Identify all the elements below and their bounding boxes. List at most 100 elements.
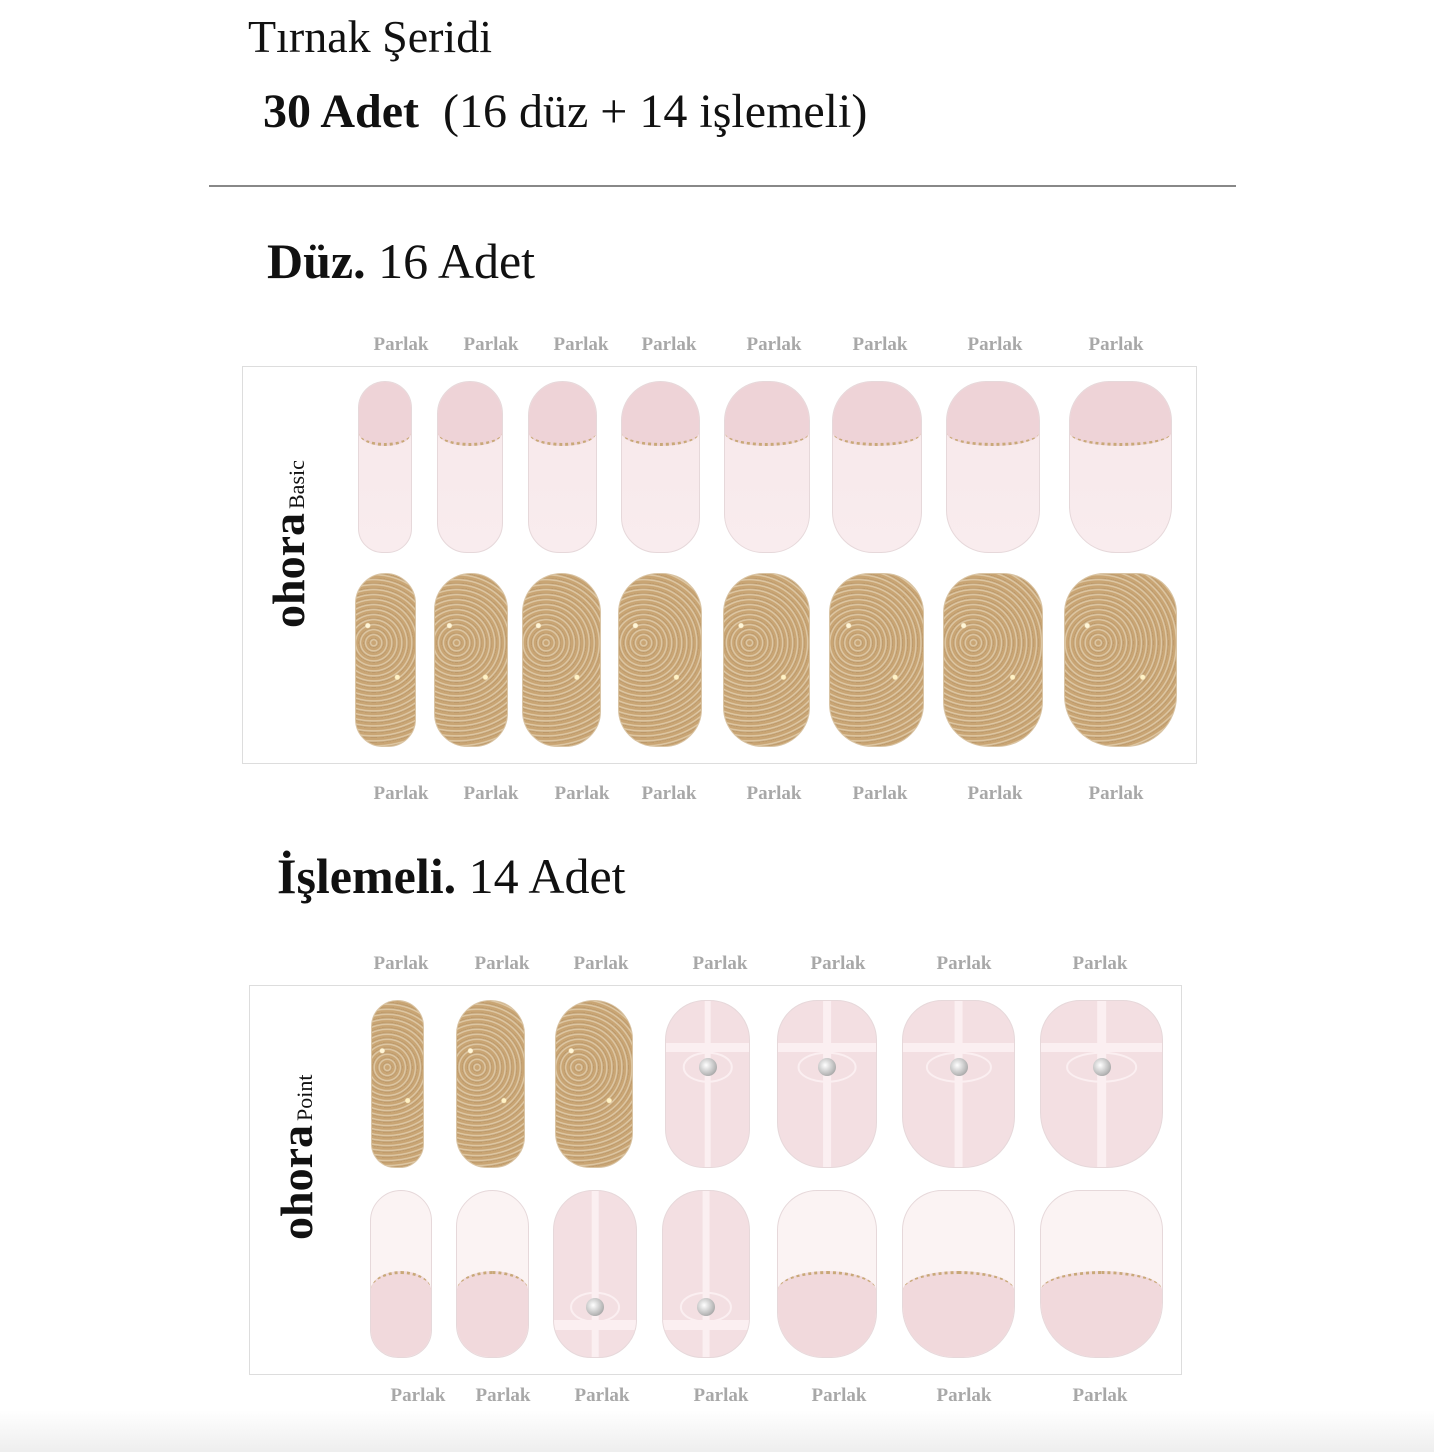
nail-glitter bbox=[355, 573, 416, 747]
finish-label: Parlak bbox=[373, 334, 429, 355]
ribbon-horizontal bbox=[663, 1320, 749, 1331]
nail-french-top bbox=[528, 381, 597, 553]
finish-label: Parlak bbox=[936, 1385, 992, 1406]
nail-gift-low bbox=[662, 1190, 750, 1358]
brand-line: Point bbox=[292, 1074, 317, 1121]
nail-tip bbox=[903, 1271, 1014, 1357]
nail-tip bbox=[438, 382, 502, 447]
divider bbox=[209, 185, 1236, 187]
rhinestone-icon bbox=[698, 1058, 717, 1077]
nail-gift bbox=[777, 1000, 877, 1168]
nail-tip bbox=[1070, 382, 1171, 447]
piece-count-detail: (16 düz + 14 işlemeli) bbox=[443, 85, 868, 138]
finish-label: Parlak bbox=[967, 783, 1023, 804]
nail-gift bbox=[902, 1000, 1015, 1168]
finish-label: Parlak bbox=[811, 1385, 867, 1406]
brand-name: ohora bbox=[263, 513, 314, 628]
finish-label: Parlak bbox=[574, 1385, 630, 1406]
nail-glitter bbox=[618, 573, 702, 747]
nail-french-bottom bbox=[777, 1190, 877, 1358]
finish-label: Parlak bbox=[936, 953, 992, 974]
finish-label: Parlak bbox=[573, 953, 629, 974]
nail-glitter bbox=[555, 1000, 633, 1168]
finish-label: Parlak bbox=[641, 783, 697, 804]
nail-french-top bbox=[832, 381, 922, 553]
nail-french-top bbox=[1069, 381, 1172, 553]
finish-label: Parlak bbox=[852, 334, 908, 355]
ribbon-vertical bbox=[704, 1001, 711, 1167]
nail-gift bbox=[1040, 1000, 1163, 1168]
nail-glitter bbox=[829, 573, 924, 747]
nail-french-top bbox=[358, 381, 412, 553]
ribbon-vertical bbox=[954, 1001, 963, 1167]
finish-label: Parlak bbox=[1088, 783, 1144, 804]
ribbon-vertical bbox=[702, 1191, 710, 1357]
finish-label: Parlak bbox=[1072, 1385, 1128, 1406]
nail-tip bbox=[725, 382, 809, 447]
plain-brand-logo: ohora Basic bbox=[262, 460, 315, 628]
finish-label: Parlak bbox=[373, 953, 429, 974]
nail-gift bbox=[665, 1000, 750, 1168]
finish-label: Parlak bbox=[390, 1385, 446, 1406]
ribbon-horizontal bbox=[1041, 1042, 1162, 1053]
rhinestone-icon bbox=[949, 1058, 968, 1077]
rhinestone-icon bbox=[1092, 1058, 1111, 1077]
bow-icon bbox=[570, 1291, 620, 1323]
nail-tip bbox=[622, 382, 699, 447]
finish-label: Parlak bbox=[641, 334, 697, 355]
nail-french-top bbox=[724, 381, 810, 553]
nail-glitter bbox=[943, 573, 1043, 747]
nail-glitter bbox=[723, 573, 810, 747]
ribbon-vertical bbox=[823, 1001, 831, 1167]
nail-tip bbox=[359, 382, 411, 447]
ribbon-horizontal bbox=[554, 1320, 636, 1331]
nail-glitter bbox=[434, 573, 508, 747]
bow-icon bbox=[797, 1052, 857, 1083]
bow-icon bbox=[679, 1291, 733, 1323]
finish-label: Parlak bbox=[693, 1385, 749, 1406]
nail-glitter bbox=[522, 573, 601, 747]
nail-french-bottom bbox=[370, 1190, 432, 1358]
rhinestone-icon bbox=[697, 1298, 715, 1317]
nail-french-bottom bbox=[902, 1190, 1015, 1358]
ribbon-horizontal bbox=[778, 1042, 876, 1053]
finish-label: Parlak bbox=[463, 334, 519, 355]
design-heading-bold: İşlemeli. bbox=[277, 848, 457, 904]
finish-label: Parlak bbox=[553, 334, 609, 355]
finish-label: Parlak bbox=[1072, 953, 1128, 974]
finish-label: Parlak bbox=[746, 334, 802, 355]
nail-french-top bbox=[437, 381, 503, 553]
finish-label: Parlak bbox=[852, 783, 908, 804]
design-heading-count: 14 Adet bbox=[468, 848, 626, 904]
finish-label: Parlak bbox=[692, 953, 748, 974]
nail-tip bbox=[833, 382, 921, 447]
plain-heading-bold: Düz. bbox=[267, 233, 366, 289]
ribbon-vertical bbox=[591, 1191, 599, 1357]
nail-tip bbox=[947, 382, 1039, 447]
finish-label: Parlak bbox=[474, 953, 530, 974]
finish-label: Parlak bbox=[554, 783, 610, 804]
bow-icon bbox=[682, 1052, 733, 1083]
design-brand-logo: ohora Point bbox=[270, 1075, 323, 1240]
finish-label: Parlak bbox=[967, 334, 1023, 355]
bottom-fade bbox=[0, 1410, 1434, 1452]
page-title: Tırnak Şeridi bbox=[248, 11, 492, 62]
bow-icon bbox=[925, 1052, 992, 1083]
finish-label: Parlak bbox=[746, 783, 802, 804]
nail-tip bbox=[778, 1271, 876, 1357]
nail-tip bbox=[1041, 1271, 1162, 1357]
nail-tip bbox=[529, 382, 596, 447]
nail-french-bottom bbox=[456, 1190, 529, 1358]
design-section-heading: İşlemeli. 14 Adet bbox=[277, 847, 626, 905]
finish-label: Parlak bbox=[463, 783, 519, 804]
ribbon-vertical bbox=[1096, 1001, 1107, 1167]
finish-label: Parlak bbox=[1088, 334, 1144, 355]
nail-glitter bbox=[371, 1000, 424, 1168]
nail-french-bottom bbox=[1040, 1190, 1163, 1358]
nail-glitter bbox=[456, 1000, 525, 1168]
piece-count: 30 Adet (16 düz + 14 işlemeli) bbox=[263, 84, 867, 139]
nail-tip bbox=[457, 1271, 528, 1357]
piece-count-total: 30 Adet bbox=[263, 85, 419, 138]
rhinestone-icon bbox=[586, 1298, 604, 1317]
nail-tip bbox=[371, 1271, 431, 1357]
